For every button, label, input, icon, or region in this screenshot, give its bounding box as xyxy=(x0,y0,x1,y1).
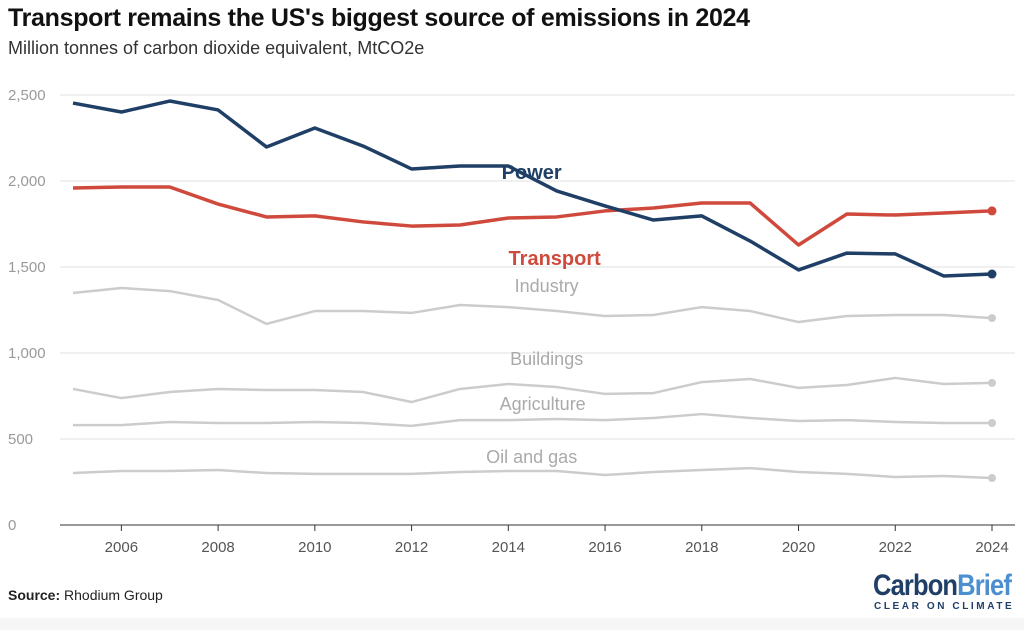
series-label: Oil and gas xyxy=(486,447,577,467)
series-line-oil-and-gas xyxy=(72,466,993,480)
logo-tagline: CLEAR ON CLIMATE xyxy=(874,601,1015,612)
series-line-agriculture xyxy=(73,412,992,428)
series-label: Buildings xyxy=(510,349,583,369)
footer-bar xyxy=(0,618,1024,630)
x-tick-label: 2006 xyxy=(105,539,138,556)
series-label: Industry xyxy=(515,276,579,296)
series-label: Power xyxy=(502,162,562,184)
logo-text-carbon: Carbon xyxy=(873,569,958,602)
x-tick-label: 2016 xyxy=(588,539,621,556)
series-line-power xyxy=(72,99,993,278)
x-tick-label: 2012 xyxy=(395,539,428,556)
y-tick-label: 0 xyxy=(8,517,16,534)
x-tick-label: 2010 xyxy=(298,539,331,556)
x-tick-label: 2008 xyxy=(201,539,234,556)
logo-text-brief: Brief xyxy=(957,569,1012,602)
chart-subtitle: Million tonnes of carbon dioxide equival… xyxy=(8,38,425,58)
chart-title: Transport remains the US's biggest sourc… xyxy=(8,4,750,32)
series-label: Agriculture xyxy=(500,394,586,414)
source-value: Rhodium Group xyxy=(64,587,163,603)
y-tick-label: 2,000 xyxy=(8,173,46,190)
series-line-buildings xyxy=(72,376,993,404)
x-tick-label: 2014 xyxy=(492,539,525,556)
series-label: Transport xyxy=(509,248,602,270)
source-note: Source: Rhodium Group xyxy=(8,587,163,603)
carbonbrief-logo: CarbonBrief CLEAR ON CLIMATE xyxy=(873,569,1024,613)
source-label: Source: xyxy=(8,587,61,603)
y-tick-label: 1,500 xyxy=(8,259,46,276)
end-point xyxy=(988,419,996,428)
x-tick-label: 2022 xyxy=(879,539,912,556)
end-point xyxy=(988,378,996,387)
y-tick-label: 2,500 xyxy=(8,87,46,104)
x-tick-label: 2020 xyxy=(782,539,815,556)
end-point xyxy=(987,269,997,279)
series-line-transport xyxy=(72,185,993,247)
series-line-industry xyxy=(72,286,993,326)
x-tick-label: 2018 xyxy=(685,539,718,556)
y-tick-label: 500 xyxy=(8,431,33,448)
x-tick-label: 2024 xyxy=(975,539,1008,556)
end-point xyxy=(987,206,997,216)
end-point xyxy=(988,474,996,483)
end-point xyxy=(988,314,996,323)
y-tick-label: 1,000 xyxy=(8,345,46,362)
